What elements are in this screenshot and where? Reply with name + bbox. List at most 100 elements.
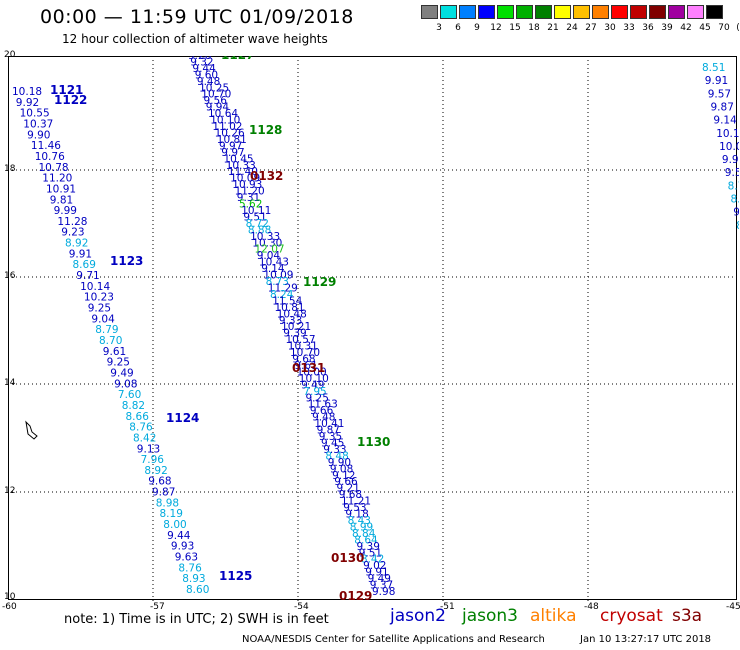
legend-swatch (630, 5, 647, 19)
wave-height-track-b: 11.21 (341, 496, 371, 508)
legend-label: 33 (623, 23, 635, 33)
wave-height-track-b: 10.81 (275, 302, 305, 314)
wave-height-track-b: 9.87 (317, 425, 340, 437)
wave-height-track-b: 10.41 (314, 418, 344, 430)
legend-label: 70 (718, 23, 730, 33)
wave-height-track-b: 10.30 (252, 237, 282, 249)
legend-label: 15 (509, 23, 521, 33)
island-outline (25, 420, 38, 440)
wave-height-track-b: 11.20 (235, 186, 265, 198)
wave-height-track-a: 9.92 (16, 97, 39, 109)
map-area: 10.18 9.92 10.55 10.37 9.90 11.46 10.76 10.78 11… (8, 56, 739, 601)
wave-height-track-b: 9.44 (192, 63, 216, 75)
legend-swatch (497, 5, 514, 19)
pass-label-1128: 1128 (249, 123, 282, 137)
wave-height-track-b: 8.42 (361, 554, 384, 566)
pass-label-1125: 1125 (219, 569, 252, 583)
wave-height-track-c: 9.91 (705, 75, 728, 87)
wave-height-track-b: 11.29 (268, 283, 298, 295)
wave-height-track-b: 10.33 (250, 231, 280, 243)
wave-height-track-b: 10.64 (208, 108, 238, 120)
footer-note: note: 1) Time is in UTC; 2) SWH is in fe… (64, 612, 329, 627)
wave-height-track-b: 10.81 (217, 134, 247, 146)
wave-height-track-b: 8.72 (246, 218, 269, 230)
wave-height-track-a: 9.68 (148, 476, 171, 488)
wave-height-track-b: 8.99 (350, 521, 373, 533)
wave-height-track-b: 11.40 (228, 166, 258, 178)
wave-height-track-b: 9.28 (188, 56, 211, 62)
wave-height-track-b: 8.64 (354, 534, 378, 546)
wave-height-track-b: 11.63 (308, 399, 338, 411)
wave-height-track-a: 8.76 (129, 422, 153, 434)
lon-label: -57 (150, 602, 165, 612)
wave-height-track-b: 9.49 (368, 573, 391, 585)
pass-label-1130: 1130 (357, 435, 390, 449)
legend-swatch (535, 5, 552, 19)
wave-height-track-a: 9.93 (171, 541, 194, 553)
wave-height-track-c: 8.7 (728, 180, 739, 192)
wave-height-track-b: 9.68 (339, 489, 362, 501)
wave-height-track-c: 10.13 (716, 128, 739, 140)
wave-height-track-a: 9.25 (88, 303, 111, 315)
wave-height-track-b: 10.48 (277, 308, 307, 320)
wave-height-track-b: 9.48 (312, 412, 335, 424)
legend-label: 45 (699, 23, 711, 33)
wave-height-track-a: 10.76 (35, 151, 65, 163)
wave-height-track-a: 8.60 (186, 584, 209, 596)
wave-height-track-a: 10.91 (46, 183, 76, 195)
wave-height-track-a: 8.76 (178, 562, 202, 574)
generated-timestamp: Jan 10 13:27:17 UTC 2018 (580, 634, 712, 645)
map-frame (8, 56, 737, 600)
lat-label: 12 (4, 486, 16, 496)
wave-height-track-a: 9.61 (103, 346, 126, 358)
legend-label: 39 (661, 23, 673, 33)
wave-height-track-a: 9.87 (152, 487, 175, 499)
wave-height-track-b: 10.43 (259, 257, 289, 269)
wave-height-track-b: 9.91 (365, 567, 388, 579)
legend-swatch (687, 5, 704, 19)
legend-label: 18 (528, 23, 540, 33)
wave-height-track-b: 9.14 (261, 263, 285, 275)
lon-label: -60 (2, 602, 17, 612)
wave-height-track-a: 8.82 (122, 400, 145, 412)
credit-line: NOAA/NESDIS Center for Satellite Applica… (242, 634, 545, 645)
wave-height-track-b: 10.26 (215, 128, 245, 140)
wave-height-track-a: 10.55 (20, 108, 50, 120)
legend-label: 9 (474, 23, 480, 33)
legend-swatch (459, 5, 476, 19)
lon-label: -51 (440, 602, 455, 612)
satellite-label-s3a: s3a (672, 606, 703, 626)
wave-height-track-a: 9.13 (137, 443, 160, 455)
map-title: 00:00 — 11:59 UTC 01/09/2018 (40, 6, 354, 28)
lat-label: 20 (4, 50, 16, 60)
wave-height-track-b: 9.39 (283, 328, 306, 340)
wave-height-track-b: 11.54 (272, 295, 302, 307)
wave-height-track-c: 9.14 (713, 115, 737, 127)
wave-height-track-b: 9.53 (343, 502, 366, 514)
wave-height-track-b: 10.09 (230, 173, 260, 185)
wave-height-track-b: 9.90 (328, 457, 351, 469)
wave-height-track-a: 8.93 (182, 573, 205, 585)
wave-height-track-b: 12.07 (255, 244, 285, 256)
wave-height-track-b: 9.56 (204, 95, 228, 107)
pass-label-0129: 0129 (339, 589, 372, 601)
wave-height-track-b: 11.02 (212, 121, 242, 133)
map-subtitle: 12 hour collection of altimeter wave hei… (62, 32, 328, 46)
wave-height-track-a: 9.49 (110, 368, 133, 380)
wave-height-track-a: 9.81 (50, 194, 73, 206)
wave-height-track-a: 9.44 (167, 530, 191, 542)
wave-height-track-b: 10.10 (210, 115, 240, 127)
wave-height-track-b: 9.21 (337, 483, 360, 495)
wave-height-track-b: 9.35 (319, 431, 342, 443)
wave-height-track-b: 9.32 (190, 57, 213, 69)
legend-swatch (649, 5, 666, 19)
wave-height-track-b: 9.12 (332, 470, 355, 482)
legend-swatch (478, 5, 495, 19)
wave-height-track-b: 9.61 (294, 360, 317, 372)
wave-height-track-a: 8.70 (99, 335, 122, 347)
wave-height-track-b: 9.94 (206, 102, 230, 114)
wave-height-track-b: 10.70 (290, 347, 320, 359)
wave-height-track-b: 9.68 (292, 354, 315, 366)
wave-height-track-a: 9.99 (54, 205, 77, 217)
wave-height-track-a: 8.19 (160, 508, 183, 520)
